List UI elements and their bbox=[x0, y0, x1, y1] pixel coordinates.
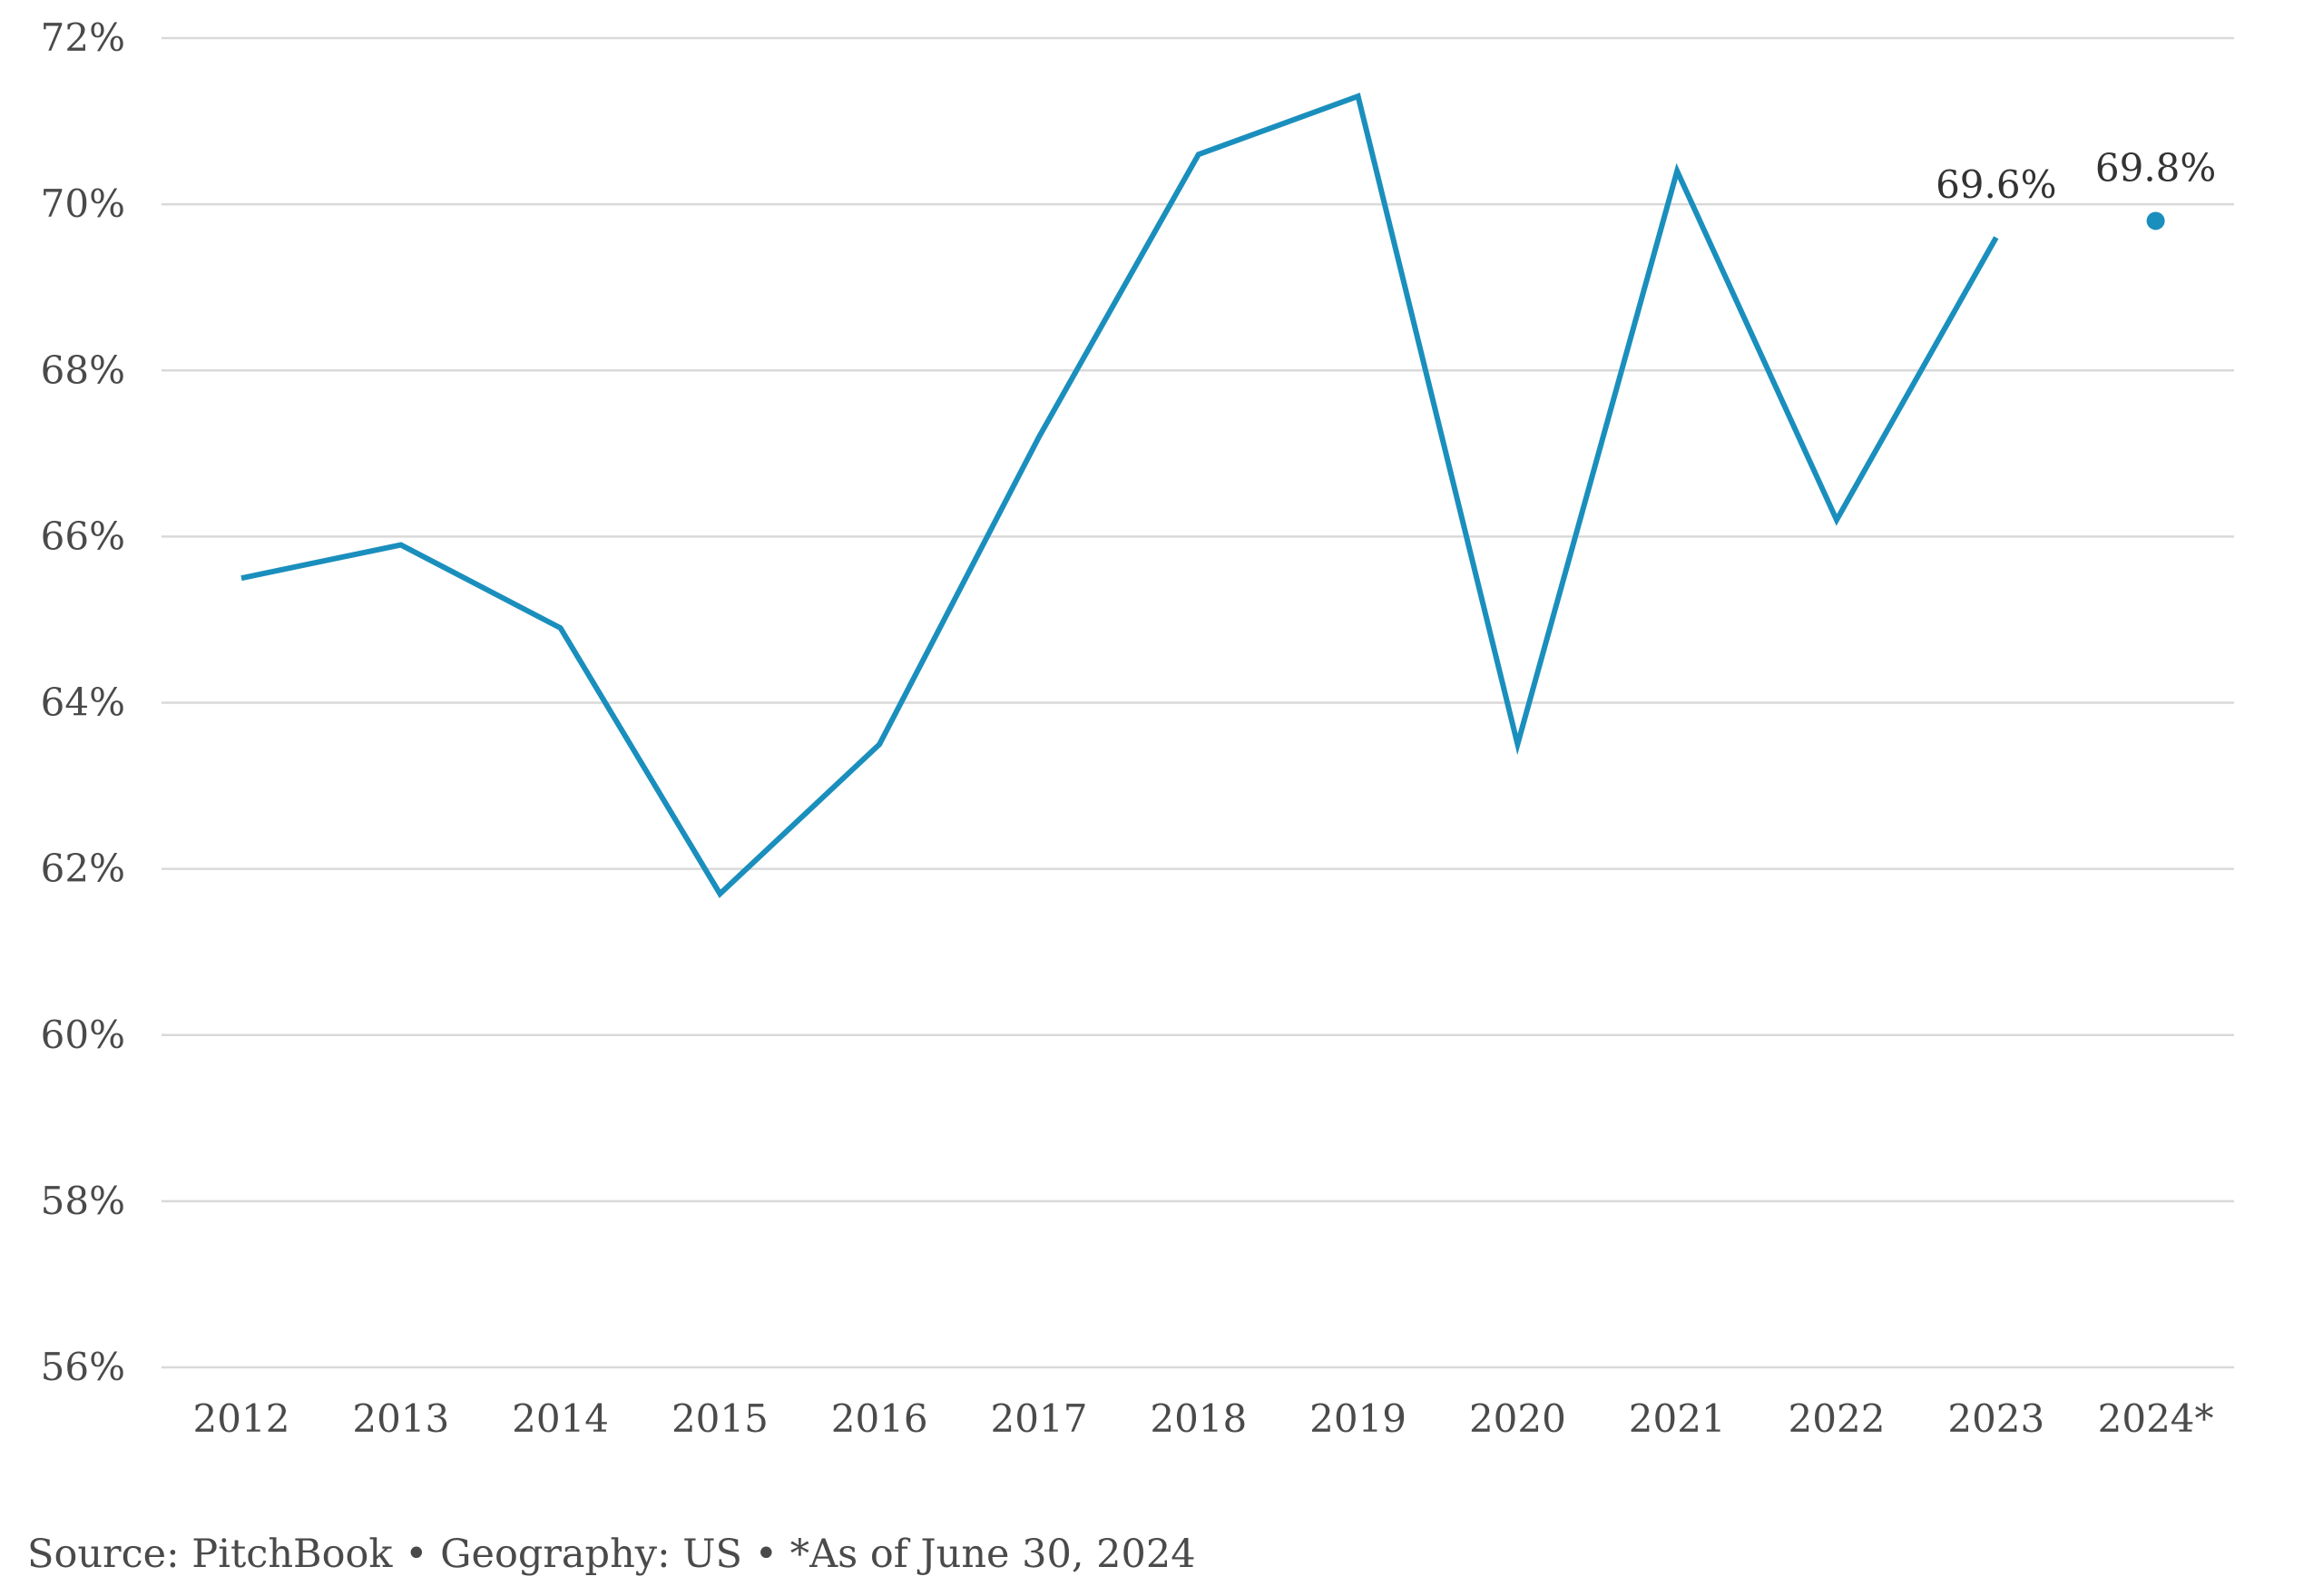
y-tick-label: 62% bbox=[41, 847, 125, 891]
x-tick-label: 2017 bbox=[991, 1396, 1088, 1441]
gridlines bbox=[162, 38, 2234, 1367]
x-tick-label: 2022 bbox=[1789, 1396, 1886, 1441]
data-label: 69.8% bbox=[2095, 145, 2216, 190]
source-note: Source: PitchBook • Geography: US • *As … bbox=[27, 1532, 1196, 1577]
x-tick-label: 2024* bbox=[2098, 1396, 2214, 1441]
x-tick-label: 2019 bbox=[1309, 1396, 1407, 1441]
data-label: 69.6% bbox=[1936, 162, 2056, 207]
x-tick-label: 2020 bbox=[1469, 1396, 1566, 1441]
y-axis-ticks: 56% 58% 60% 62% 64% 66% 68% 70% 72% bbox=[41, 15, 125, 1389]
x-axis-ticks: 2012 2013 2014 2015 2016 2017 2018 2019 2020 2021… bbox=[193, 1396, 2214, 1441]
series-layer bbox=[241, 96, 2165, 894]
x-tick-label: 2023 bbox=[1947, 1396, 2044, 1441]
data-point bbox=[2147, 211, 2165, 230]
x-tick-label: 2014 bbox=[512, 1396, 609, 1441]
x-tick-label: 2016 bbox=[831, 1396, 928, 1441]
y-tick-label: 56% bbox=[41, 1345, 125, 1389]
x-tick-label: 2018 bbox=[1150, 1396, 1247, 1441]
x-tick-label: 2013 bbox=[352, 1396, 449, 1441]
x-tick-label: 2015 bbox=[671, 1396, 769, 1441]
y-tick-label: 66% bbox=[41, 514, 125, 558]
series-line bbox=[241, 96, 1996, 894]
y-tick-label: 68% bbox=[41, 348, 125, 392]
x-tick-label: 2021 bbox=[1629, 1396, 1726, 1441]
y-tick-label: 60% bbox=[41, 1013, 125, 1057]
x-tick-label: 2012 bbox=[193, 1396, 290, 1441]
y-tick-label: 64% bbox=[41, 681, 125, 725]
y-tick-label: 70% bbox=[41, 181, 125, 226]
y-tick-label: 72% bbox=[41, 15, 125, 60]
y-tick-label: 58% bbox=[41, 1179, 125, 1223]
data-labels: 69.6% 69.8% bbox=[1936, 145, 2216, 206]
